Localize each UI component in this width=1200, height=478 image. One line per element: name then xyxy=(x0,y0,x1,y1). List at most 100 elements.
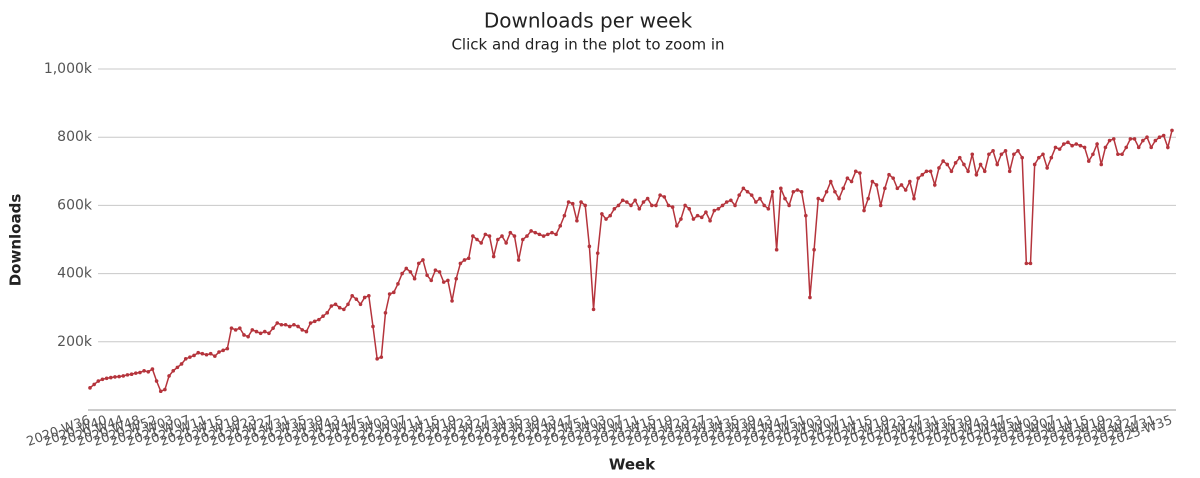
data-point xyxy=(383,311,388,315)
data-point xyxy=(138,370,142,375)
data-point xyxy=(325,311,330,315)
data-point xyxy=(292,322,296,327)
data-point xyxy=(1016,149,1020,153)
data-point xyxy=(321,314,325,319)
data-point xyxy=(654,203,658,208)
data-point xyxy=(462,258,467,262)
data-point xyxy=(496,237,500,242)
data-point xyxy=(945,162,950,167)
chart-title: Downloads per week xyxy=(484,9,693,33)
data-point xyxy=(595,251,600,255)
data-point xyxy=(221,348,225,353)
data-point xyxy=(999,152,1004,157)
data-point xyxy=(820,198,825,203)
data-point xyxy=(570,201,575,206)
data-point xyxy=(104,376,109,381)
data-point xyxy=(749,193,754,197)
y-tick-label: 1,000k xyxy=(44,61,93,77)
data-point xyxy=(391,290,396,295)
data-point xyxy=(133,371,138,375)
data-point xyxy=(762,203,766,208)
data-point xyxy=(787,203,791,208)
data-point xyxy=(741,186,746,191)
y-axis-label: Downloads xyxy=(7,194,25,287)
data-point xyxy=(92,382,96,387)
data-point xyxy=(874,183,879,187)
data-point xyxy=(1070,143,1074,148)
data-point xyxy=(337,305,342,310)
data-point xyxy=(708,218,712,223)
data-point xyxy=(1128,137,1133,141)
data-point xyxy=(1028,261,1033,266)
data-point xyxy=(791,189,796,194)
data-point xyxy=(1149,145,1153,150)
data-point xyxy=(117,374,121,379)
data-point xyxy=(1041,152,1045,157)
data-point xyxy=(146,370,151,374)
data-point xyxy=(142,368,146,373)
data-point xyxy=(487,234,492,238)
data-point xyxy=(1145,135,1149,139)
data-point xyxy=(962,162,966,167)
data-point xyxy=(433,268,438,272)
data-point xyxy=(521,237,525,242)
data-point xyxy=(454,276,459,281)
data-point xyxy=(604,217,608,221)
data-point xyxy=(878,203,883,208)
data-point xyxy=(1024,261,1029,266)
data-point xyxy=(109,375,113,380)
data-point xyxy=(687,207,692,211)
data-point xyxy=(400,271,404,276)
data-point xyxy=(229,326,234,330)
data-point xyxy=(803,213,808,218)
data-point xyxy=(966,169,970,174)
data-point xyxy=(920,172,925,177)
data-point xyxy=(858,171,862,175)
data-point xyxy=(88,386,92,390)
data-point xyxy=(916,176,920,180)
data-point xyxy=(1049,155,1054,160)
data-point xyxy=(1057,147,1062,151)
data-point xyxy=(620,198,625,203)
data-point xyxy=(579,200,583,204)
data-point xyxy=(1053,145,1058,150)
data-point xyxy=(724,200,729,204)
data-point xyxy=(645,196,650,201)
data-point xyxy=(283,322,288,327)
data-point xyxy=(1074,142,1079,146)
data-point xyxy=(217,350,221,354)
data-point xyxy=(312,319,317,324)
data-point xyxy=(412,276,417,281)
data-point xyxy=(317,317,321,322)
data-point xyxy=(887,172,891,177)
data-point xyxy=(300,328,305,332)
data-point xyxy=(662,195,667,199)
data-point xyxy=(758,196,762,201)
data-point xyxy=(154,379,159,383)
data-point xyxy=(267,331,271,336)
data-point xyxy=(795,188,800,192)
data-point xyxy=(1062,142,1066,146)
data-point xyxy=(1099,162,1104,167)
data-point xyxy=(466,256,471,261)
data-point xyxy=(799,189,804,194)
data-point xyxy=(225,346,230,351)
data-point xyxy=(125,373,130,377)
data-point xyxy=(175,365,180,370)
data-point xyxy=(608,213,612,218)
data-point xyxy=(679,217,683,221)
data-point xyxy=(812,247,816,252)
data-point xyxy=(450,299,454,303)
data-point xyxy=(362,295,367,300)
data-point xyxy=(575,218,579,223)
data-point xyxy=(275,321,280,325)
data-point xyxy=(367,293,371,298)
data-point xyxy=(213,354,217,358)
data-point xyxy=(1037,155,1041,160)
data-point xyxy=(670,205,675,209)
data-point xyxy=(396,282,400,286)
y-tick-label: 800k xyxy=(57,129,93,145)
data-point xyxy=(558,224,563,228)
data-point xyxy=(192,353,196,358)
data-point xyxy=(1120,152,1124,157)
